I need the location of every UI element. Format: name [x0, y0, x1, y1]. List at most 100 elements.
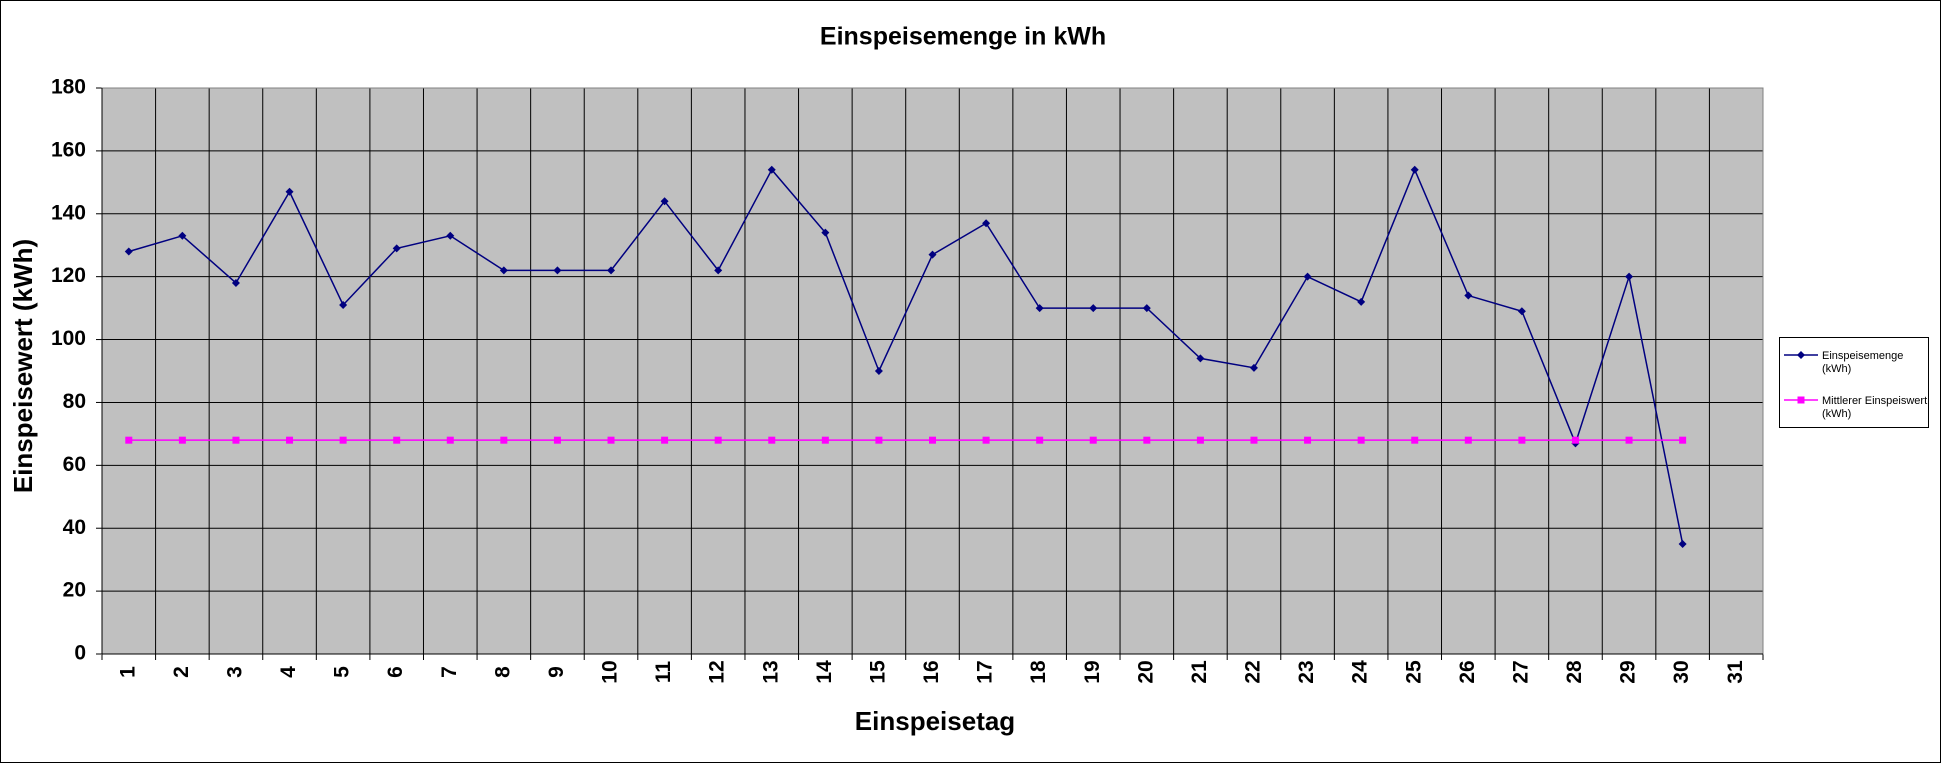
- x-tick-label: 4: [277, 666, 300, 678]
- point: [393, 436, 401, 444]
- point: [178, 436, 186, 444]
- point: [499, 266, 508, 275]
- x-tick-label: 3: [223, 666, 246, 678]
- legend-label: Mittlerer Einspeiswert (kWh): [1822, 395, 1928, 420]
- x-axis-label: Einspeisetag: [855, 706, 1015, 736]
- x-tick-label: 20: [1134, 660, 1157, 683]
- point: [285, 187, 294, 196]
- point: [821, 436, 829, 444]
- x-tick-label: 31: [1724, 660, 1747, 684]
- point: [286, 436, 294, 444]
- point: [1625, 272, 1634, 281]
- legend-swatch: [1784, 351, 1818, 359]
- x-tick-label: 6: [384, 666, 407, 678]
- point: [553, 266, 562, 275]
- x-tick-label: 19: [1081, 660, 1104, 683]
- x-tick-label: 17: [974, 660, 997, 683]
- y-tick-label: 0: [74, 642, 86, 665]
- point: [607, 266, 616, 275]
- x-tick-label: 22: [1242, 660, 1265, 683]
- point: [1303, 272, 1312, 281]
- y-tick-label: 80: [63, 390, 86, 413]
- point: [446, 436, 454, 444]
- point: [500, 436, 508, 444]
- x-tick-label: 24: [1349, 660, 1372, 684]
- point: [821, 228, 830, 237]
- x-tick-label: 2: [170, 666, 193, 678]
- legend-swatch: [1784, 396, 1818, 404]
- x-tick-label: 13: [759, 660, 782, 683]
- point: [1464, 291, 1473, 300]
- y-tick-label: 180: [51, 76, 86, 99]
- y-axis-label: Einspeisewert (kWh): [8, 239, 38, 493]
- point: [1250, 436, 1258, 444]
- point: [1517, 307, 1526, 316]
- x-tick-label: 26: [1456, 660, 1479, 683]
- point: [392, 244, 401, 253]
- point: [339, 300, 348, 309]
- y-tick-label: 160: [51, 138, 86, 161]
- y-tick-label: 20: [63, 579, 86, 602]
- x-tick-label: 5: [331, 666, 354, 678]
- plot-area: [102, 88, 1763, 654]
- point: [661, 436, 669, 444]
- x-tick-label: 23: [1295, 660, 1318, 683]
- point: [339, 436, 347, 444]
- point: [607, 436, 615, 444]
- point: [1036, 436, 1044, 444]
- point: [446, 231, 455, 240]
- point: [1411, 436, 1419, 444]
- x-tick-label: 15: [866, 660, 889, 684]
- point: [982, 219, 991, 228]
- point: [1089, 304, 1098, 313]
- point: [1196, 354, 1205, 363]
- legend-label: Einspeisemenge (kWh): [1822, 350, 1904, 375]
- point: [767, 165, 776, 174]
- point: [1678, 539, 1687, 548]
- point: [1357, 297, 1366, 306]
- x-tick-label: 18: [1027, 660, 1050, 684]
- x-tick-label: 21: [1188, 660, 1211, 684]
- point: [1304, 436, 1312, 444]
- y-tick-label: 140: [51, 201, 86, 224]
- series-line: [128, 167, 1684, 545]
- point: [1196, 436, 1204, 444]
- point: [982, 436, 990, 444]
- x-tick-label: 27: [1509, 660, 1532, 683]
- point: [1035, 304, 1044, 313]
- point: [553, 436, 561, 444]
- point: [1143, 436, 1151, 444]
- x-tick-label: 10: [599, 660, 622, 683]
- point: [875, 436, 883, 444]
- x-tick-label: 1: [116, 666, 139, 678]
- point: [1679, 436, 1687, 444]
- point: [1464, 436, 1472, 444]
- x-tick-label: 28: [1563, 660, 1586, 684]
- point: [1410, 165, 1419, 174]
- x-tick-label: 16: [920, 660, 943, 683]
- y-tick-label: 120: [51, 264, 86, 287]
- x-tick-label: 8: [491, 666, 514, 678]
- point: [874, 367, 883, 375]
- point: [929, 436, 936, 444]
- point: [768, 436, 776, 444]
- point: [714, 266, 723, 275]
- x-tick-label: 9: [545, 666, 568, 678]
- point: [125, 436, 133, 444]
- y-tick-label: 60: [63, 453, 86, 476]
- x-tick-label: 30: [1670, 660, 1693, 683]
- y-tick-label: 40: [63, 516, 86, 539]
- point: [124, 247, 133, 256]
- point: [1571, 436, 1579, 444]
- legend: Einspeisemenge (kWh) Mittlerer Einspeiswe…: [1779, 337, 1929, 428]
- legend-marker: [1797, 396, 1805, 404]
- point: [1089, 436, 1097, 444]
- point: [1518, 436, 1526, 444]
- point: [714, 436, 722, 444]
- point: [231, 278, 240, 287]
- chart-title: Einspeisemenge in kWh: [820, 23, 1106, 51]
- y-tick-label: 100: [51, 327, 86, 350]
- x-tick-label: 11: [652, 661, 675, 684]
